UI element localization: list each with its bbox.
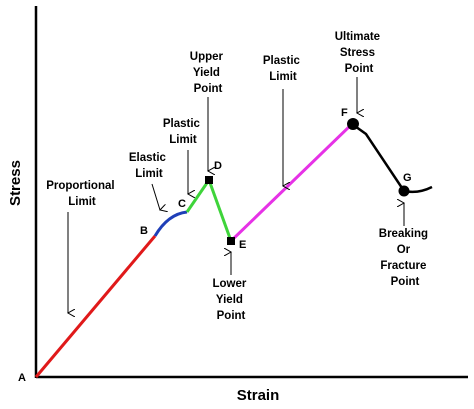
point-d-label: D [214,160,222,172]
segment-strain-hardening [229,122,354,243]
point-f-label: F [341,107,348,119]
y-axis-title: Stress [7,160,24,206]
point-g-label: G [403,172,412,184]
x-axis-title: Strain [237,387,280,404]
segment-necking [351,122,433,194]
upper-yield-point-label: Upper Yield Point [190,51,226,95]
breaking-point-label: Breaking Or Fracture Point [379,228,431,288]
point-e-marker [227,237,235,245]
point-b-label: B [140,225,148,237]
elastic-limit-label: Elastic Limit [129,152,169,180]
segment-yield-drop [207,179,233,242]
point-g-marker [398,185,410,197]
point-f-marker [347,118,359,130]
segment-plastic-rise [185,179,211,213]
ultimate-stress-point-label: Ultimate Stress Point [335,31,384,75]
lower-yield-point-label: Lower Yield Point [212,278,249,322]
plastic-limit-label-2: Plastic Limit [263,55,303,83]
segment-elastic [153,210,188,237]
plastic-limit-label-1: Plastic Limit [163,118,203,146]
arrow-elastic-limit [151,183,160,210]
point-e-label: E [239,239,246,251]
point-c-label: C [178,198,186,210]
point-a-label: A [18,372,26,384]
proportional-limit-label: Proportional Limit [46,180,118,208]
point-d-marker [205,176,213,184]
segment-proportional [34,235,157,378]
